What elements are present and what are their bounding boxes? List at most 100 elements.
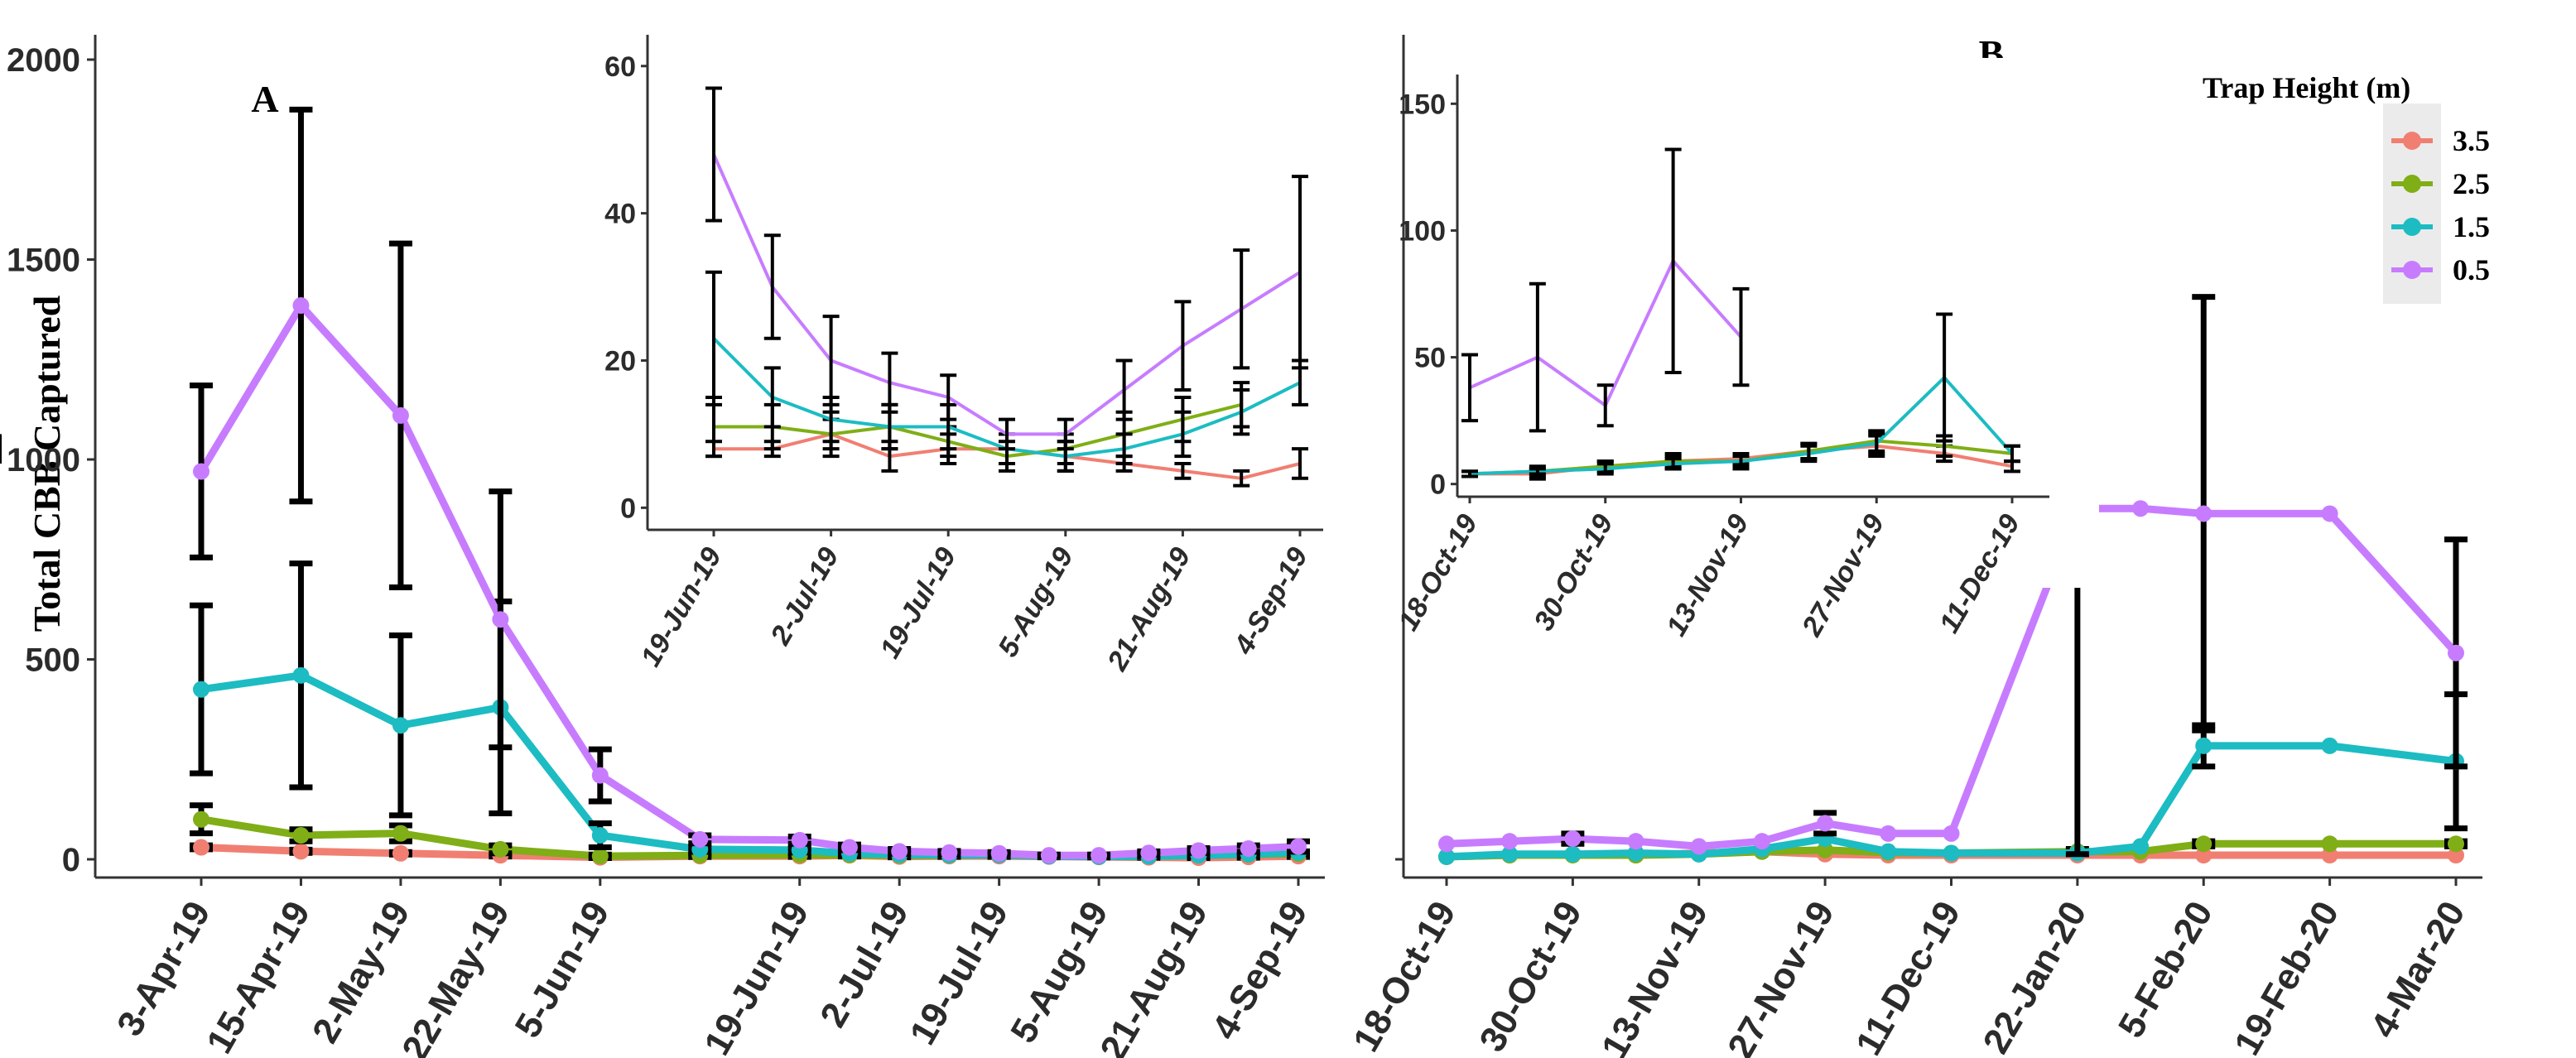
panel-b-point-3-5-11 xyxy=(2195,847,2212,864)
panel-b-point-1-5-3 xyxy=(1627,844,1644,862)
panel-a-point-1-5-1 xyxy=(292,666,310,684)
panel-b-point-0-5-5 xyxy=(1753,833,1770,850)
panel-b-point-0-5-6 xyxy=(1817,815,1834,832)
panel-a-point-1-5-4 xyxy=(591,827,609,844)
panel-a-inset-line-2-5 xyxy=(712,402,1244,459)
panel-b-point-2-5-11 xyxy=(2195,835,2212,853)
panel-a-inset-ytick-label-20: 20 xyxy=(604,345,636,377)
panel-a-inset-errorbar-1-5-8 xyxy=(1174,410,1192,459)
legend-label-2-5: 2.5 xyxy=(2453,167,2490,200)
panel-a-inset-ytick-label-40: 40 xyxy=(604,199,636,230)
panel-b-inset-errorbar-1-5-8 xyxy=(2004,444,2020,464)
panel-a-inset-errorbar-0-5-4 xyxy=(940,373,957,421)
panel-b-point-3-5-13 xyxy=(2448,847,2464,864)
panel-a-point-0-5-13 xyxy=(1140,844,1158,862)
panel-b-inset-errorbar-1-5-6 xyxy=(1868,431,1885,455)
panel-a-inset-errorbar-0-5-8 xyxy=(1174,300,1192,392)
panel-a-inset-errorbar-0-5-2 xyxy=(822,315,840,406)
panel-a-point-0-5-4 xyxy=(591,767,609,784)
panel-a-point-0-5-9 xyxy=(941,844,958,861)
legend-label-1-5: 1.5 xyxy=(2453,210,2490,243)
panel-b-inset-ytick-label-0: 0 xyxy=(1430,469,1446,501)
panel-a-point-0-5-6 xyxy=(791,831,808,849)
panel-a-inset-errorbar-0-5-1 xyxy=(763,233,781,340)
panel-b-point-0-5-2 xyxy=(1564,830,1582,848)
panel-a-inset-errorbar-0-5-7 xyxy=(1115,358,1133,421)
panel-b-inset-errorbar-1-5-3 xyxy=(1664,457,1682,471)
panel-a-point-0-5-2 xyxy=(392,406,409,424)
panel-b-inset-errorbar-1-5-5 xyxy=(1800,444,1818,464)
panel-a-ytick-label-1000: 1000 xyxy=(7,442,80,479)
panel-a-point-2-5-3 xyxy=(492,840,509,858)
panel-b-inset-ytick-label-150: 150 xyxy=(1399,89,1446,120)
panel-b-inset-errorbar-1-5-0 xyxy=(1461,469,1478,479)
panel-a-point-0-5-5 xyxy=(691,830,709,848)
panel-b-inset-errorbar-1-5-2 xyxy=(1596,462,1614,476)
panel-b-point-1-5-8 xyxy=(1943,844,1960,862)
panel-b-point-2-5-13 xyxy=(2448,835,2464,853)
panel-b-point-0-5-4 xyxy=(1690,838,1707,855)
panel-a-point-1-5-2 xyxy=(392,717,409,734)
panel-b-inset-errorbar-1-5-1 xyxy=(1529,467,1546,476)
panel-a-point-3-5-1 xyxy=(292,843,310,860)
panel-b-inset-ytick-label-100: 100 xyxy=(1399,215,1446,247)
panel-b-point-0-5-12 xyxy=(2321,505,2338,522)
panel-a-point-1-5-0 xyxy=(193,680,209,698)
panel-b-inset-errorbar-0-5-3 xyxy=(1664,147,1682,374)
panel-a-inset-errorbar-0-5-9 xyxy=(1233,248,1250,370)
panel-a-series xyxy=(190,106,1310,867)
panel-b-point-1-5-1 xyxy=(1501,845,1519,863)
panel-a-point-0-5-11 xyxy=(1040,847,1057,864)
panel-a-inset-errorbar-3-5-9 xyxy=(1233,469,1250,488)
panel-b-point-0-5-0 xyxy=(1438,835,1455,853)
panel-b-point-1-5-7 xyxy=(1880,843,1897,860)
legend-title: Trap Height (m) xyxy=(2203,71,2410,104)
panel-a-inset-errorbar-1-5-9 xyxy=(1233,388,1250,436)
panel-a-point-3-5-2 xyxy=(392,844,409,862)
panel-b-line-1-5 xyxy=(1442,742,2460,861)
legend-item-0-5: 0.5 xyxy=(2391,253,2490,286)
panel-b-point-0-5-1 xyxy=(1501,833,1519,850)
panel-b-series xyxy=(1438,160,2468,865)
panel-a-point-2-5-4 xyxy=(591,848,609,865)
panel-b-inset-errorbar-1-5-4 xyxy=(1732,454,1750,469)
panel-b-point-0-5-3 xyxy=(1627,833,1644,850)
panel-b-inset-errorbar-0-5-0 xyxy=(1461,353,1478,423)
panel-a-inset-ytick-label-60: 60 xyxy=(604,51,636,83)
panel-a-inset-errorbar-1-5-1 xyxy=(763,366,781,429)
panel-a-inset-errorbar-0-5-3 xyxy=(881,351,898,414)
panel-a-inset-errorbar-0-5-5 xyxy=(999,417,1015,451)
legend-label-0-5: 0.5 xyxy=(2453,253,2490,286)
panel-a-ytick-label-0: 0 xyxy=(62,842,80,878)
panel-b-point-0-5-8 xyxy=(1943,825,1960,842)
legend-swatch-point xyxy=(2403,261,2421,279)
panel-a-point-0-5-12 xyxy=(1091,847,1108,864)
panel-b-point-0-5-11 xyxy=(2195,505,2212,522)
panel-a-inset-errorbar-1-5-7 xyxy=(1115,432,1133,465)
panel-b-point-1-5-2 xyxy=(1564,845,1582,863)
panel-a-inset-errorbar-1-5-0 xyxy=(705,270,722,406)
panel-a-point-0-5-16 xyxy=(1290,838,1307,855)
panel-a-point-0-5-10 xyxy=(990,844,1008,862)
legend-item-2-5: 2.5 xyxy=(2391,167,2490,200)
panel-a-point-0-5-3 xyxy=(492,611,509,628)
panel-a-ytick-label-1500: 1500 xyxy=(7,243,80,279)
panel-b-point-2-5-12 xyxy=(2321,835,2338,853)
legend-label-3-5: 3.5 xyxy=(2453,124,2490,157)
panel-a-point-2-5-1 xyxy=(292,827,310,844)
panel-b-inset-errorbar-1-5-7 xyxy=(1936,312,1953,443)
panel-b-inset-errorbar-0-5-4 xyxy=(1732,286,1750,387)
panel-a-inset-background xyxy=(648,18,1373,621)
panel-b-inset-errorbar-0-5-2 xyxy=(1596,383,1614,428)
panel-b-inset-errorbar-0-5-1 xyxy=(1529,281,1546,433)
panel-a-inset-errorbar-3-5-8 xyxy=(1174,461,1192,480)
panel-a-inset-errorbar-0-5-10 xyxy=(1292,175,1308,370)
panel-a-point-0-5-15 xyxy=(1240,839,1257,857)
legend-swatch-point xyxy=(2403,218,2421,236)
panel-a-inset-errorbar-3-5-10 xyxy=(1292,447,1308,480)
panel-b-point-0-5-10 xyxy=(2132,500,2150,517)
panel-b-point-1-5-0 xyxy=(1438,848,1455,865)
panel-b-point-3-5-12 xyxy=(2321,847,2338,864)
